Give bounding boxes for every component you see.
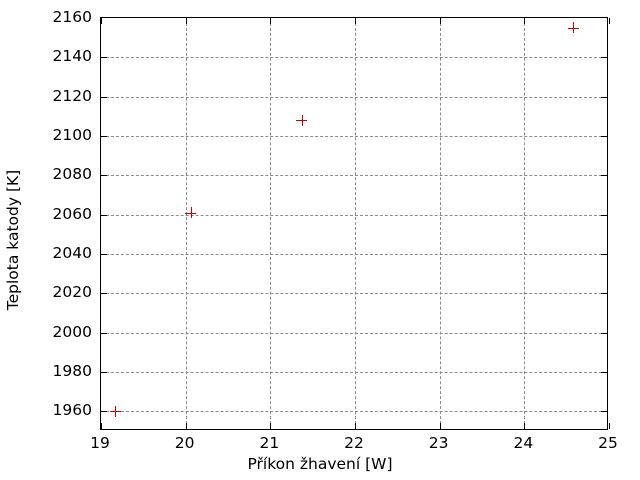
gridline-vertical <box>524 18 526 429</box>
gridline-vertical <box>355 18 356 429</box>
gridline-horizontal <box>101 214 607 216</box>
y-axis-tick <box>601 372 607 373</box>
x-axis-tick-label: 25 <box>598 434 618 452</box>
x-axis-tick <box>185 18 187 24</box>
y-axis-tick-label: 2060 <box>52 204 92 223</box>
x-axis-tick <box>609 18 610 24</box>
y-axis-tick <box>101 214 107 216</box>
gridline-vertical <box>270 18 272 429</box>
x-axis-tick-label: 21 <box>259 434 280 452</box>
y-axis-tick-labels: 1960 1980 2000 2020 2040 2060 2080 2100 2120 2140… <box>0 0 92 480</box>
x-axis-tick <box>524 18 526 24</box>
y-axis-tick <box>101 254 107 255</box>
x-axis-tick-label: 22 <box>344 434 364 452</box>
y-axis-tick-label: 2100 <box>52 126 92 144</box>
gridline-horizontal <box>101 293 607 295</box>
y-axis-tick <box>601 96 607 98</box>
y-axis-tick <box>601 332 607 334</box>
y-axis-tick <box>601 293 607 295</box>
x-axis-tick <box>185 423 187 429</box>
gridline-horizontal <box>101 136 607 137</box>
gridline-horizontal <box>101 175 607 177</box>
y-axis-tick-label: 2000 <box>52 322 92 341</box>
x-axis-tick-label: 19 <box>90 434 110 452</box>
gridline-vertical <box>439 18 441 429</box>
y-axis-tick-label: 1980 <box>52 362 92 380</box>
gridline-vertical <box>185 18 187 429</box>
data-point-marker <box>185 207 197 219</box>
x-axis-tick <box>439 18 441 24</box>
y-axis-tick-label: 2160 <box>52 8 92 26</box>
gridline-horizontal <box>101 57 607 59</box>
x-axis-tick <box>524 423 526 429</box>
y-axis-tick <box>101 372 107 373</box>
x-axis-tick <box>439 423 441 429</box>
y-axis-tick-label: 2020 <box>52 283 92 302</box>
x-axis-tick <box>609 423 610 429</box>
y-axis-tick <box>101 57 107 59</box>
y-axis-tick <box>601 136 607 137</box>
x-axis-tick <box>355 423 356 429</box>
y-axis-tick-label: 2080 <box>52 165 92 184</box>
y-axis-tick <box>101 175 107 177</box>
data-point-marker <box>567 22 579 34</box>
y-axis-tick <box>601 214 607 216</box>
y-axis-tick-label: 2120 <box>52 86 92 105</box>
y-axis-tick <box>601 411 607 413</box>
y-axis-title: Teplota katody [K] <box>4 169 22 311</box>
x-axis-tick-label: 23 <box>428 434 449 452</box>
y-axis-tick <box>101 293 107 295</box>
x-axis-tick-labels: 19 20 21 22 23 24 25 <box>0 434 640 458</box>
plot-area <box>100 17 610 430</box>
y-axis-tick <box>101 96 107 98</box>
y-axis-tick <box>601 57 607 59</box>
gridline-horizontal <box>101 372 607 373</box>
x-axis-tick <box>101 18 102 24</box>
y-axis-tick <box>101 332 107 334</box>
data-point-marker <box>296 114 308 126</box>
y-axis-tick <box>601 254 607 255</box>
x-axis-tick <box>101 423 102 429</box>
gridline-horizontal <box>101 96 607 98</box>
x-axis-tick <box>355 18 356 24</box>
y-axis-tick-label: 2040 <box>52 244 92 262</box>
gridline-horizontal <box>101 411 607 413</box>
x-axis-tick-label: 20 <box>174 434 195 452</box>
data-point-marker <box>109 405 121 417</box>
x-axis-title: Příkon žhavení [W] <box>247 455 393 473</box>
y-axis-tick <box>101 136 107 137</box>
y-axis-tick-label: 2140 <box>52 47 92 66</box>
x-axis-tick <box>270 423 272 429</box>
x-axis-tick-label: 24 <box>513 434 534 452</box>
y-axis-tick <box>601 175 607 177</box>
x-axis-tick <box>270 18 272 24</box>
y-axis-tick <box>101 411 107 413</box>
gridline-horizontal <box>101 332 607 334</box>
y-axis-tick-label: 1960 <box>52 401 92 420</box>
gridline-horizontal <box>101 254 607 255</box>
